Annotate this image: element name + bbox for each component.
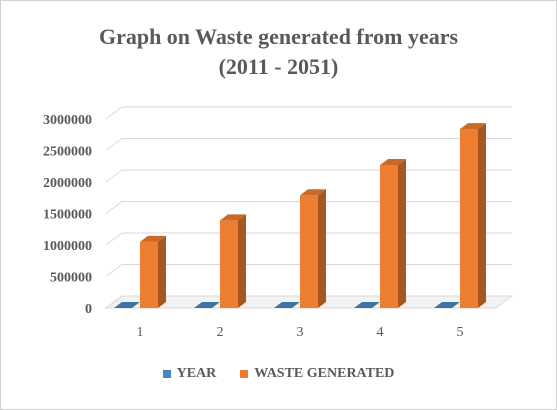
bar-side (372, 301, 380, 308)
bar-side (318, 189, 326, 308)
bar-top (460, 123, 486, 130)
y-tick-label: 2000000 (43, 176, 92, 191)
y-tick-label: 0 (85, 302, 92, 317)
bar-waste (300, 195, 318, 308)
chart-title-line-2: (2011 - 2051) (218, 54, 339, 79)
x-tick-label: 4 (377, 325, 384, 340)
y-tick-label: 500000 (50, 271, 92, 286)
bar-top (114, 301, 140, 308)
y-tick-label: 1500000 (43, 208, 92, 223)
chart-title: Graph on Waste generated from years (201… (0, 22, 557, 82)
legend-item-waste: WASTE GENERATED (240, 366, 394, 382)
bar-side (292, 301, 300, 308)
y-tick-label: 1000000 (43, 239, 92, 254)
bar-waste (380, 164, 398, 308)
gridline-wall (105, 138, 123, 151)
bar-top (380, 158, 406, 165)
legend-label-year: YEAR (176, 366, 217, 381)
bar-waste (460, 129, 478, 308)
gridline-wall (105, 232, 123, 246)
legend-label-waste: WASTE GENERATED (254, 366, 395, 381)
bar-waste (220, 220, 238, 308)
bar-side (212, 301, 220, 308)
bar-side (398, 158, 406, 308)
bar-side (158, 235, 166, 308)
gridline-wall (105, 264, 123, 277)
legend-item-year: YEAR (162, 366, 217, 382)
bar-top (140, 235, 166, 242)
chart-legend: YEAR WASTE GENERATED (0, 366, 557, 382)
y-tick-label: 2500000 (43, 145, 92, 160)
gridline-wall (105, 106, 123, 120)
x-tick-label: 5 (457, 325, 464, 340)
bar-side (238, 214, 246, 308)
bar-top (220, 214, 246, 221)
x-tick-label: 2 (217, 325, 224, 340)
chart-title-line-1: Graph on Waste generated from years (98, 24, 459, 49)
legend-swatch-year (162, 370, 171, 378)
bar-top (354, 301, 380, 308)
bar-waste (140, 241, 158, 308)
bar-top (300, 189, 326, 196)
gridline-wall (105, 295, 123, 309)
x-tick-label: 3 (297, 325, 304, 340)
y-tick-label: 3000000 (43, 113, 92, 128)
gridline-wall (105, 169, 123, 183)
gridline-wall (105, 201, 123, 214)
bar-side (478, 123, 486, 308)
bar-top (274, 301, 300, 308)
legend-swatch-waste (240, 370, 249, 378)
bar-side (452, 301, 460, 308)
x-tick-label: 1 (137, 325, 144, 340)
bar-top (194, 301, 220, 308)
bar-top (434, 301, 460, 308)
